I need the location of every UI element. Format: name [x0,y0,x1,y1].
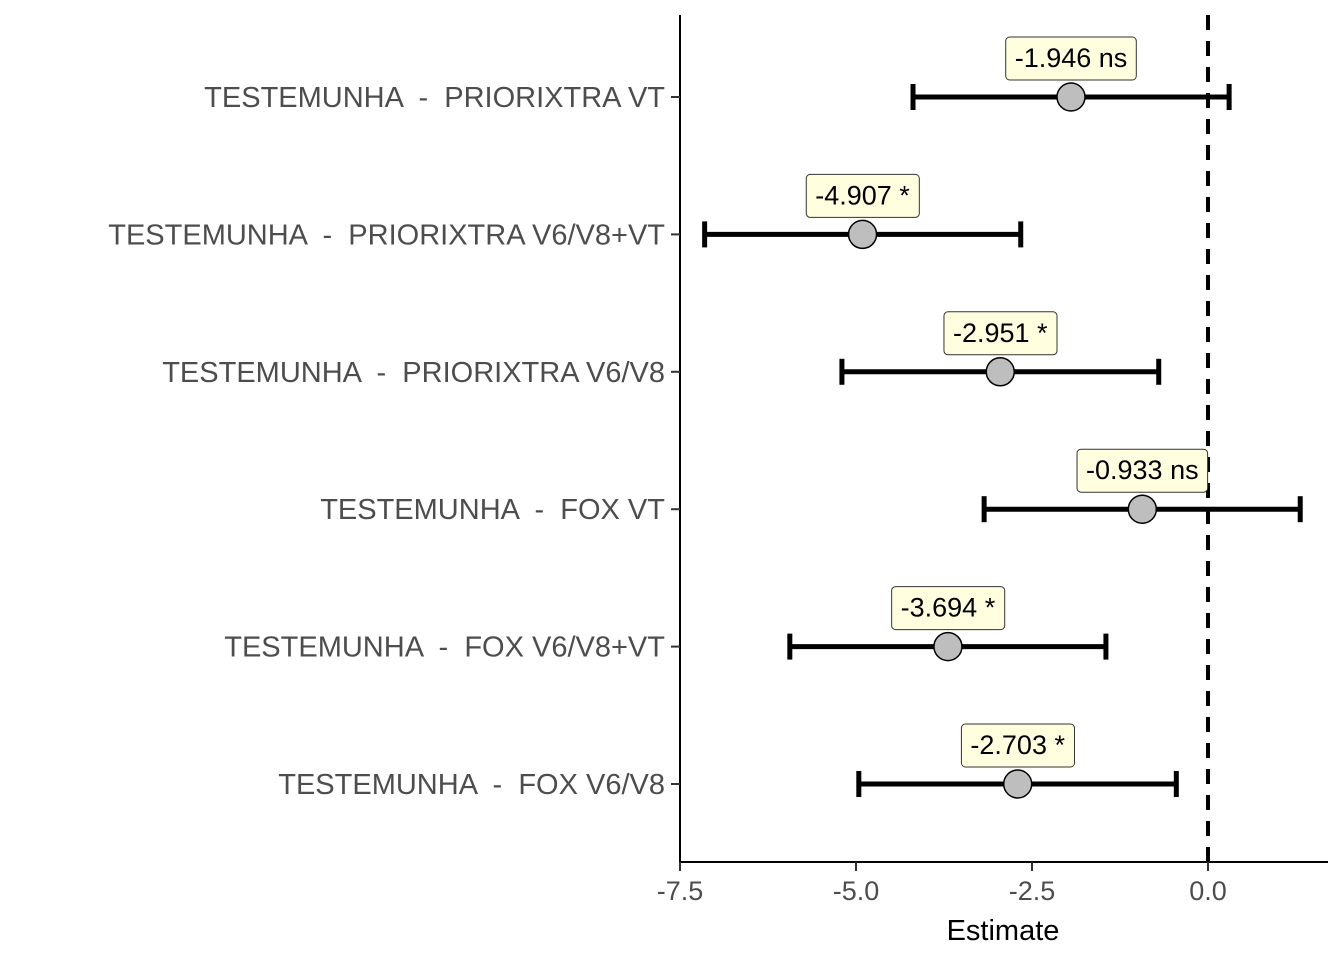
annotation-text: -4.907 * [815,180,910,210]
estimate-point [1056,82,1086,112]
annotation-box [1076,448,1209,493]
labels-layer: TESTEMUNHA - PRIORIXTRA VT -1.946 ns TESTE… [108,36,1209,801]
x-tick-label: -7.5 [657,876,704,906]
estimate-annotation: -0.933 ns [1076,448,1209,493]
category-label: TESTEMUNHA - PRIORIXTRA V6/V8+VT [108,219,665,251]
estimate-point [985,357,1015,387]
estimate-annotation: -2.951 * [943,311,1058,356]
estimate-point [933,631,963,662]
annotation-box [943,311,1058,356]
estimate-annotation: -3.694 * [891,586,1006,631]
annotation-box [891,586,1006,631]
category-label: TESTEMUNHA - FOX V6/V8 [278,769,665,801]
annotation-box [1005,36,1137,81]
annotation-text: -1.946 ns [1015,43,1128,73]
annotation-box [805,173,920,218]
x-tick-label: -5.0 [833,876,880,906]
annotation-text: -2.951 * [953,318,1048,348]
annotation-text: -3.694 * [901,593,996,623]
x-tick-label: 0.0 [1189,876,1227,906]
estimate-point [1127,494,1158,524]
estimate-annotation: -2.703 * [960,723,1075,768]
x-tick-label: -2.5 [1009,876,1056,906]
annotation-text: -2.703 * [970,730,1065,760]
estimate-annotation: -4.907 * [805,173,920,218]
estimate-annotation: -1.946 ns [1005,36,1137,81]
marks-layer [702,82,1303,799]
axes: -7.5 -5.0 -2.5 0.0 [657,15,1328,906]
category-label: TESTEMUNHA - FOX VT [320,494,665,526]
category-label: TESTEMUNHA - FOX V6/V8+VT [224,632,665,664]
x-axis-title: Estimate [947,915,1060,947]
category-label: TESTEMUNHA - PRIORIXTRA V6/V8 [162,357,665,389]
estimate-point [1002,769,1033,799]
category-label: TESTEMUNHA - PRIORIXTRA VT [204,82,665,114]
estimate-point [847,219,878,250]
annotation-text: -0.933 ns [1086,455,1199,485]
annotation-box [960,723,1075,768]
